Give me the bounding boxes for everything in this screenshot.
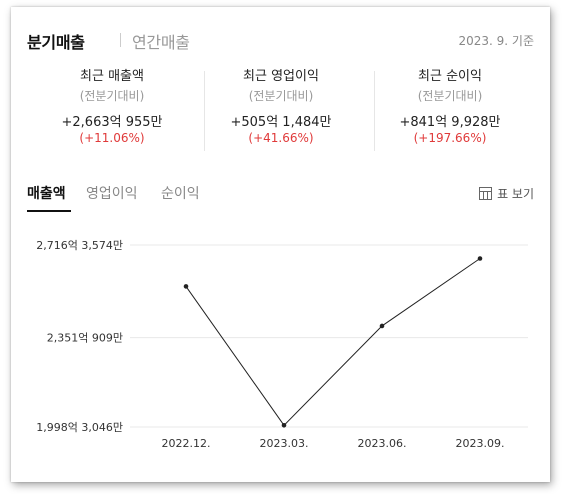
data-point [183, 284, 189, 289]
tab-net-income[interactable]: 순이익 [161, 186, 200, 202]
x-tick-label: 2022.12. [162, 437, 211, 450]
y-tick-label: 1,998억 3,046만 [36, 421, 123, 434]
stat-value: +2,663억 955만 [61, 115, 163, 130]
table-grid-icon [479, 187, 493, 200]
y-tick-label: 2,351억 909만 [47, 332, 123, 345]
data-point [477, 256, 483, 261]
tab-annual-revenue[interactable]: 연간매출 [132, 33, 190, 52]
tab-revenue[interactable]: 매출액 [27, 186, 66, 202]
stat-title: 최근 영업이익 [243, 69, 319, 84]
stat-subtitle: (전분기대비) [79, 89, 145, 103]
data-point [379, 323, 385, 329]
stat-change: (+197.66%) [413, 131, 487, 145]
revenue-line-chart: 2,716억 3,574만 2,351억 909만 1,998억 3,046만 202… [36, 239, 528, 450]
stat-value: +505억 1,484만 [230, 115, 332, 130]
revenue-card: 분기매출 연간매출 2023. 9. 기준 최근 매출액 (전분기대비) +2,… [11, 7, 550, 482]
active-tab-indicator [27, 210, 71, 212]
stat-title: 최근 매출액 [80, 69, 144, 84]
tab-operating-profit[interactable]: 영업이익 [86, 186, 138, 202]
x-tick-label: 2023.03. [260, 437, 309, 450]
tab-divider [120, 33, 121, 47]
chart-metric-tabs: 매출액 영업이익 순이익 표 보기 [27, 183, 534, 215]
stat-net-income: 최근 순이익 (전분기대비) +841억 9,928만 (+197.66%) [365, 65, 535, 149]
stat-change: (+11.06%) [79, 131, 145, 145]
stat-value: +841억 9,928만 [399, 115, 501, 130]
x-tick-label: 2023.06. [358, 437, 407, 450]
stat-operating-profit: 최근 영업이익 (전분기대비) +505억 1,484만 (+41.66%) [196, 65, 366, 149]
stat-title: 최근 순이익 [418, 69, 482, 84]
summary-stats: 최근 매출액 (전분기대비) +2,663억 955만 (+11.06%) 최근… [27, 65, 534, 165]
data-point [281, 423, 287, 428]
stat-change: (+41.66%) [248, 131, 314, 145]
stat-divider [374, 71, 375, 151]
tab-quarterly-revenue[interactable]: 분기매출 [27, 33, 85, 52]
period-tab-bar: 분기매출 연간매출 2023. 9. 기준 [27, 29, 534, 53]
stat-divider [204, 71, 205, 151]
stat-revenue: 최근 매출액 (전분기대비) +2,663억 955만 (+11.06%) [27, 65, 197, 149]
revenue-series-line [185, 258, 481, 427]
table-view-label: 표 보기 [497, 187, 534, 201]
x-tick-label: 2023.09. [456, 437, 505, 450]
stat-subtitle: (전분기대비) [248, 89, 314, 103]
stat-subtitle: (전분기대비) [417, 89, 483, 103]
table-view-button[interactable]: 표 보기 [479, 185, 534, 202]
basis-date: 2023. 9. 기준 [458, 34, 534, 48]
y-tick-label: 2,716억 3,574만 [36, 239, 123, 252]
